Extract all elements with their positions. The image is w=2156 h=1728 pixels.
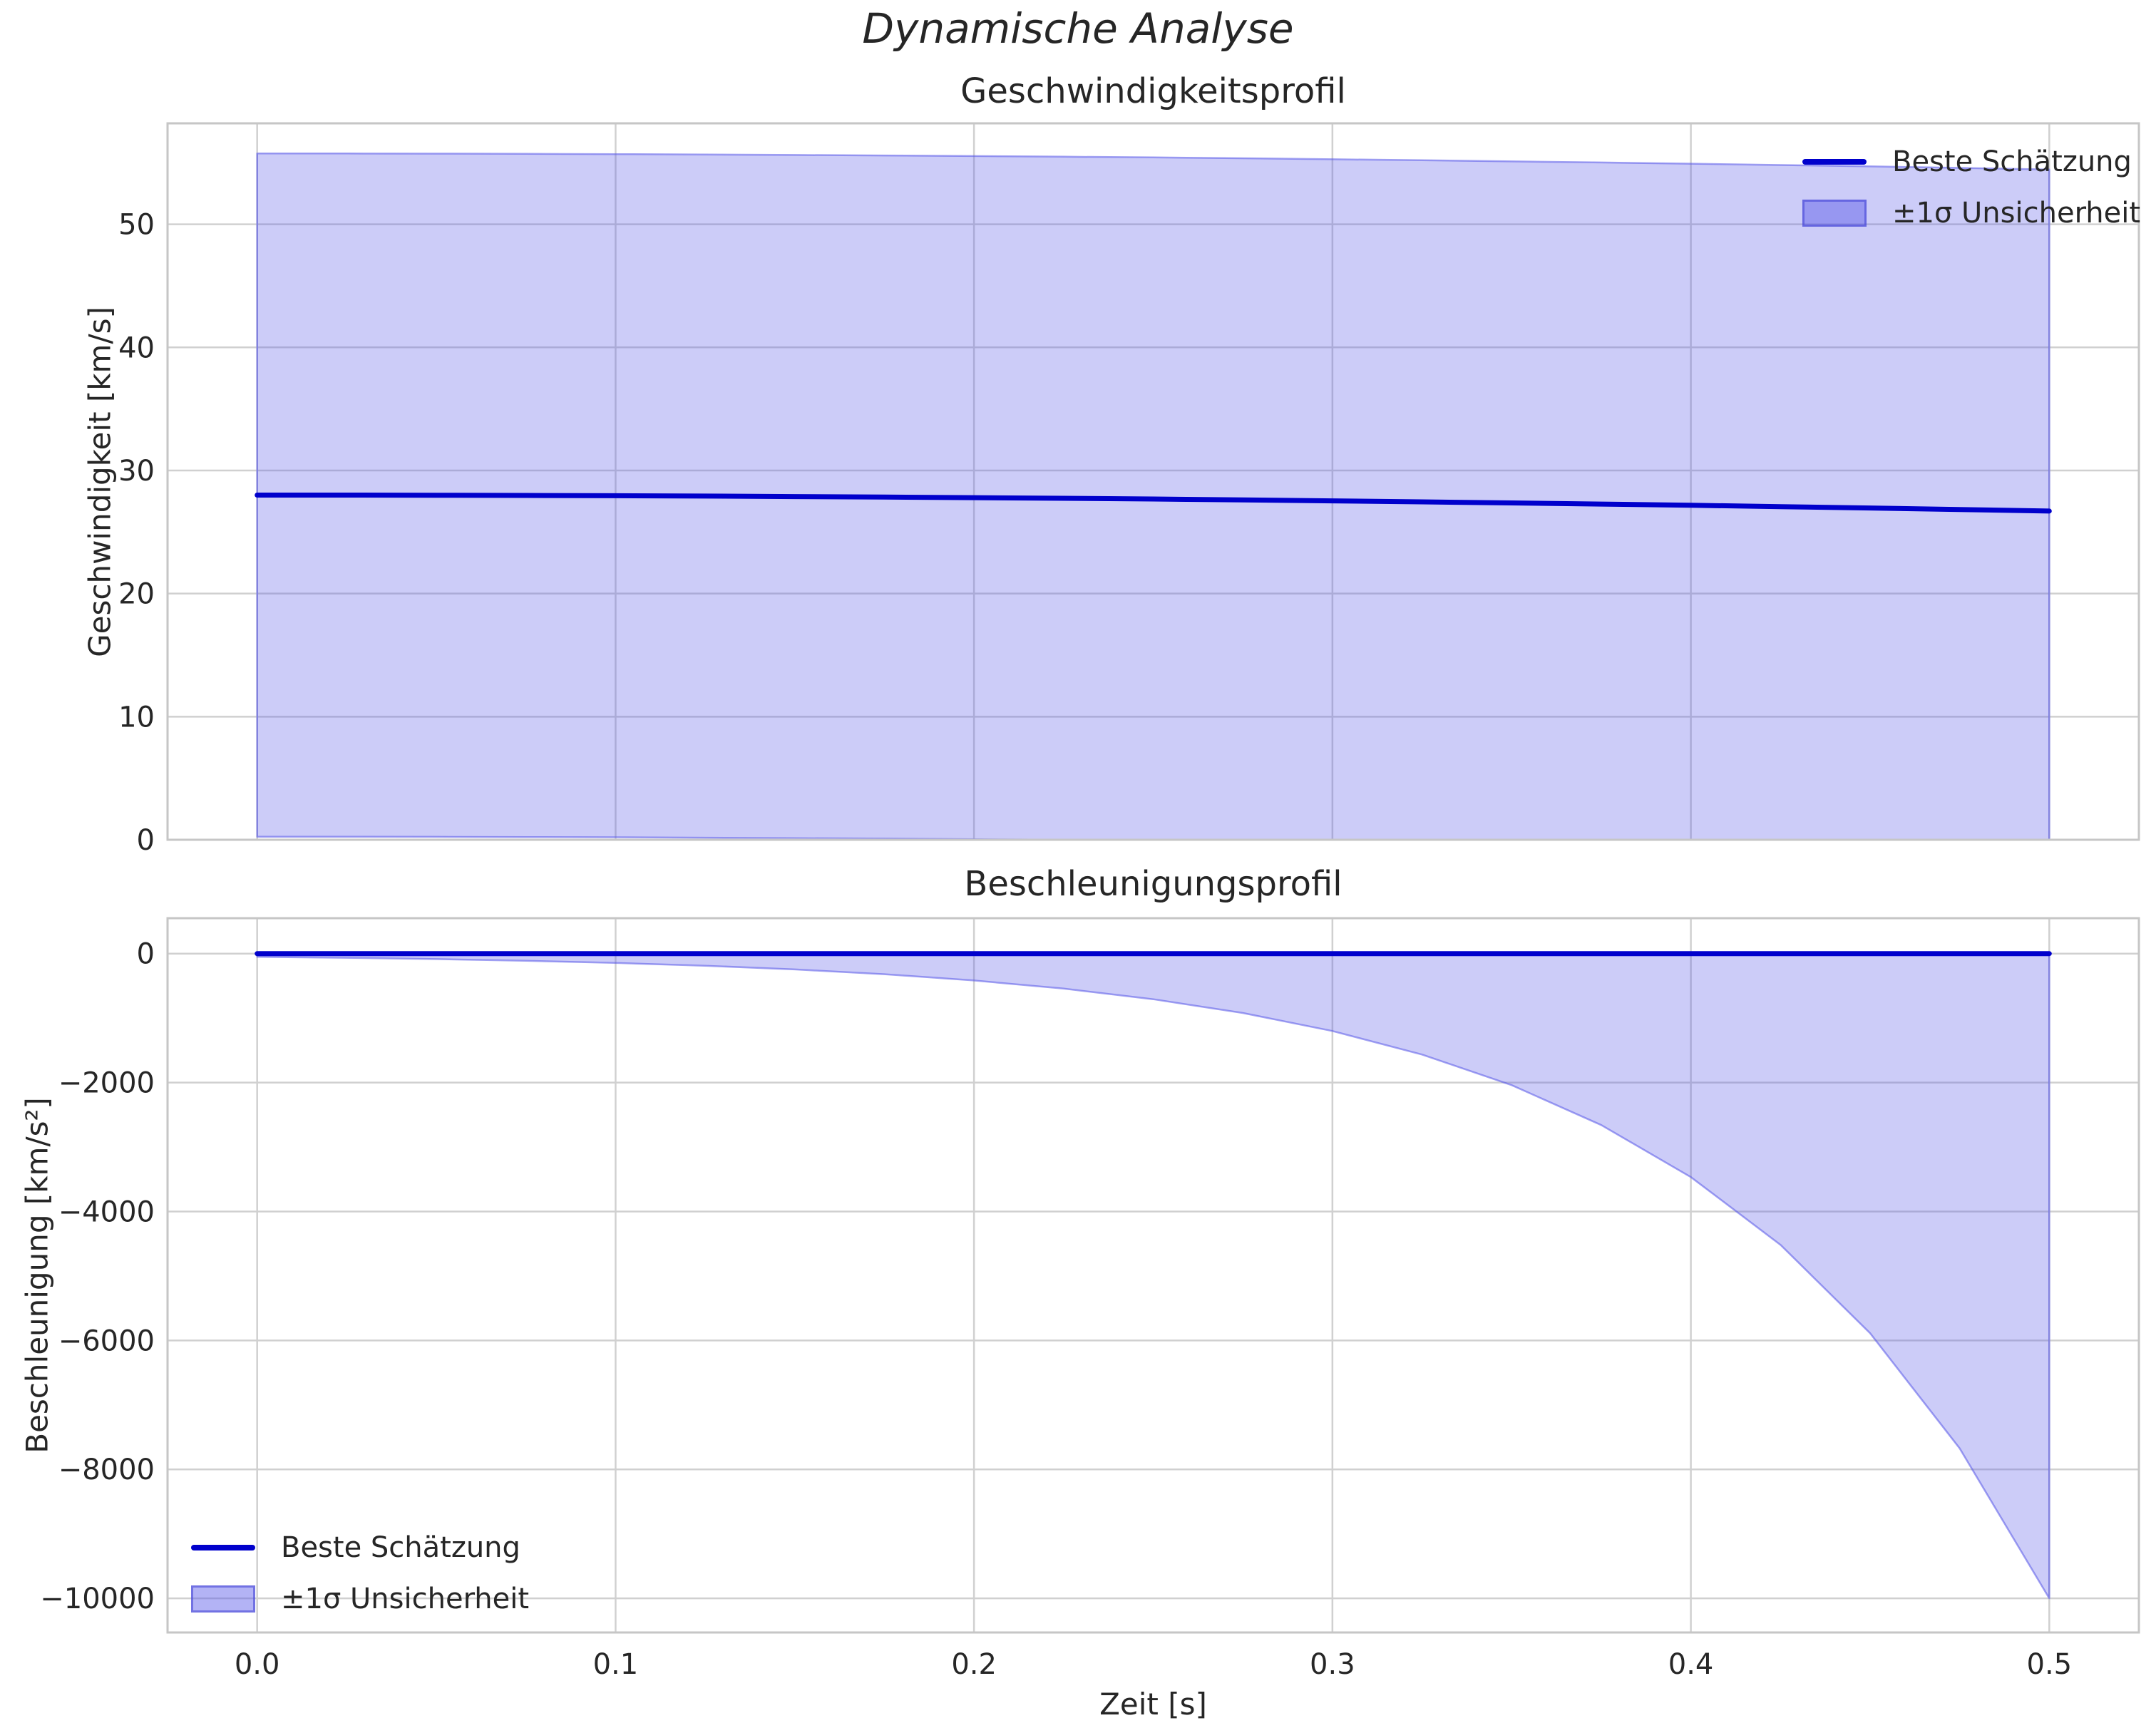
line-swatch-icon	[191, 1545, 255, 1550]
y-tick-label: −2000	[58, 1067, 155, 1100]
bottom-plot-ylabel: Beschleunigung [km/s²]	[19, 1097, 55, 1454]
uncertainty-band	[256, 952, 2050, 1600]
axes-spines	[166, 122, 2140, 841]
best-estimate-line	[255, 493, 2052, 514]
y-tick-label: −10000	[40, 1583, 155, 1615]
axes-spines	[166, 917, 2140, 1634]
x-tick-label: 0.4	[1668, 1648, 1714, 1681]
bottom-plot-title: Beschleunigungsprofil	[964, 864, 1343, 904]
line-swatch-icon	[1802, 159, 1867, 165]
band-swatch-icon	[1802, 200, 1867, 227]
legend-label: Beste Schätzung	[1892, 145, 2132, 178]
x-tick-label: 0.2	[951, 1648, 997, 1681]
y-tick-labels: 0 10 20 30 40 50	[118, 209, 155, 857]
top-plot-area: 0 10 20 30 40 50	[118, 122, 2140, 857]
band-swatch-icon	[191, 1585, 255, 1613]
y-tick-label: 50	[118, 209, 155, 242]
x-tick-label: 0.3	[1310, 1648, 1355, 1681]
x-tick-label: 0.1	[593, 1648, 639, 1681]
x-axis-label: Zeit [s]	[1099, 1687, 1207, 1722]
top-plot-legend: Beste Schätzung ±1σ Unsicherheit	[1802, 140, 2140, 235]
legend-label: ±1σ Unsicherheit	[1892, 197, 2141, 230]
y-tick-label: 20	[118, 578, 155, 611]
y-tick-label: 40	[118, 331, 155, 364]
legend-label: Beste Schätzung	[281, 1531, 520, 1564]
x-tick-label: 0.0	[235, 1648, 280, 1681]
y-tick-label: −8000	[58, 1454, 155, 1486]
legend-item-best-estimate: Beste Schätzung	[191, 1526, 529, 1570]
legend-item-uncertainty: ±1σ Unsicherheit	[191, 1577, 529, 1621]
x-tick-label: 0.5	[2027, 1648, 2073, 1681]
y-tick-label: 30	[118, 455, 155, 488]
top-plot-ylabel: Geschwindigkeit [km/s]	[82, 307, 118, 657]
top-plot-title: Geschwindigkeitsprofil	[960, 71, 1346, 111]
y-tick-label: 0	[137, 824, 155, 857]
legend-item-best-estimate: Beste Schätzung	[1802, 140, 2140, 184]
bottom-plot-legend: Beste Schätzung ±1σ Unsicherheit	[191, 1526, 529, 1621]
y-tick-labels: 0 −2000 −4000 −6000 −8000 −10000	[40, 938, 155, 1615]
legend-item-uncertainty: ±1σ Unsicherheit	[1802, 191, 2140, 235]
y-tick-label: −4000	[58, 1195, 155, 1228]
figure-title: Dynamische Analyse	[862, 4, 1294, 53]
x-tick-labels: 0.0 0.1 0.2 0.3 0.4 0.5	[235, 1648, 2072, 1681]
y-tick-label: 10	[118, 701, 155, 734]
y-tick-label: −6000	[58, 1325, 155, 1357]
y-tick-label: 0	[137, 938, 155, 971]
legend-label: ±1σ Unsicherheit	[281, 1583, 530, 1615]
